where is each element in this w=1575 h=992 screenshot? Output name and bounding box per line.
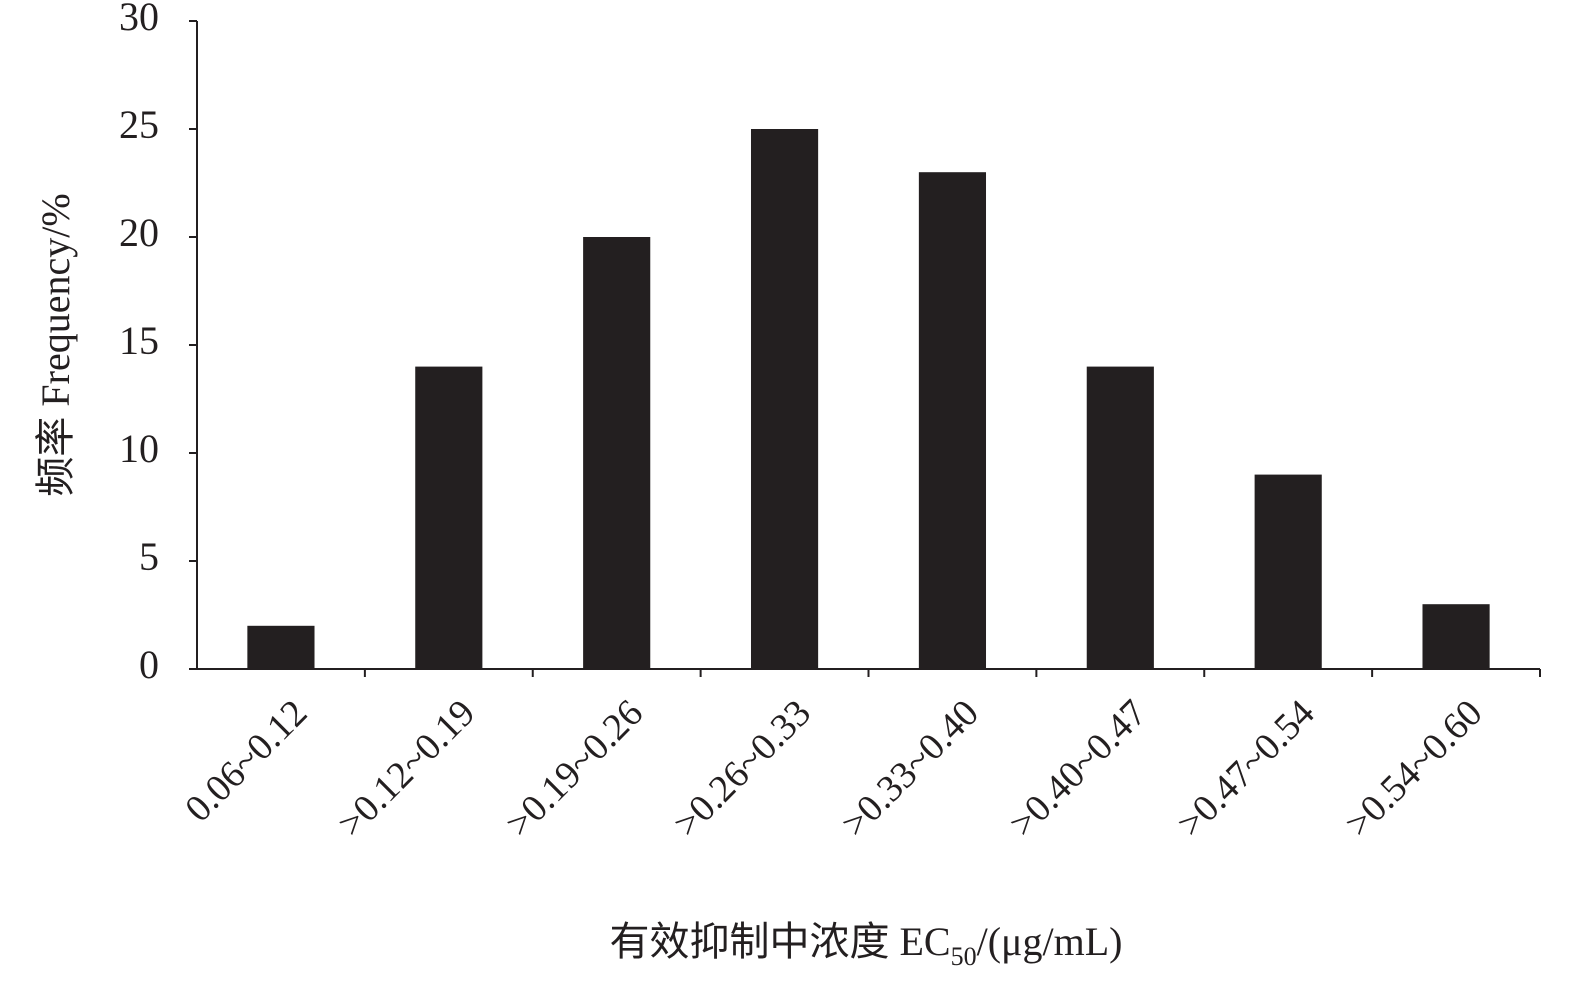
x-axis-label: 有效抑制中浓度 EC50/(μg/mL) <box>610 919 1123 971</box>
x-tick-label: >0.54~0.60 <box>1337 692 1490 845</box>
y-tick-label: 25 <box>119 102 159 147</box>
bar <box>247 625 315 669</box>
bar <box>583 237 651 669</box>
bar <box>918 172 987 669</box>
bar <box>1086 366 1154 669</box>
x-axis-label-main: 有效抑制中浓度 EC <box>610 919 951 964</box>
bar <box>1254 474 1322 669</box>
y-tick-label: 20 <box>119 210 159 255</box>
x-tick-label: >0.12~0.19 <box>330 692 483 845</box>
bar <box>415 366 483 669</box>
y-tick-label: 0 <box>139 642 159 687</box>
x-tick-label: >0.47~0.54 <box>1169 692 1322 845</box>
x-axis-label-subscript: 50 <box>951 942 977 971</box>
y-tick-label: 10 <box>119 426 159 471</box>
x-tick-label: >0.40~0.47 <box>1001 692 1154 845</box>
bar <box>750 129 819 669</box>
x-tick-label: >0.26~0.33 <box>666 692 819 845</box>
y-tick-label: 15 <box>119 318 159 363</box>
y-tick-label: 5 <box>139 534 159 579</box>
x-axis-label-unit: /(μg/mL) <box>977 919 1123 964</box>
bar <box>1422 604 1490 669</box>
x-tick-label: >0.33~0.40 <box>834 692 987 845</box>
y-tick-label: 30 <box>119 0 159 39</box>
x-tick-label: >0.19~0.26 <box>498 692 651 845</box>
y-axis-label: 频率 Frequency/% <box>33 193 78 496</box>
x-tick-label: 0.06~0.12 <box>177 692 315 830</box>
